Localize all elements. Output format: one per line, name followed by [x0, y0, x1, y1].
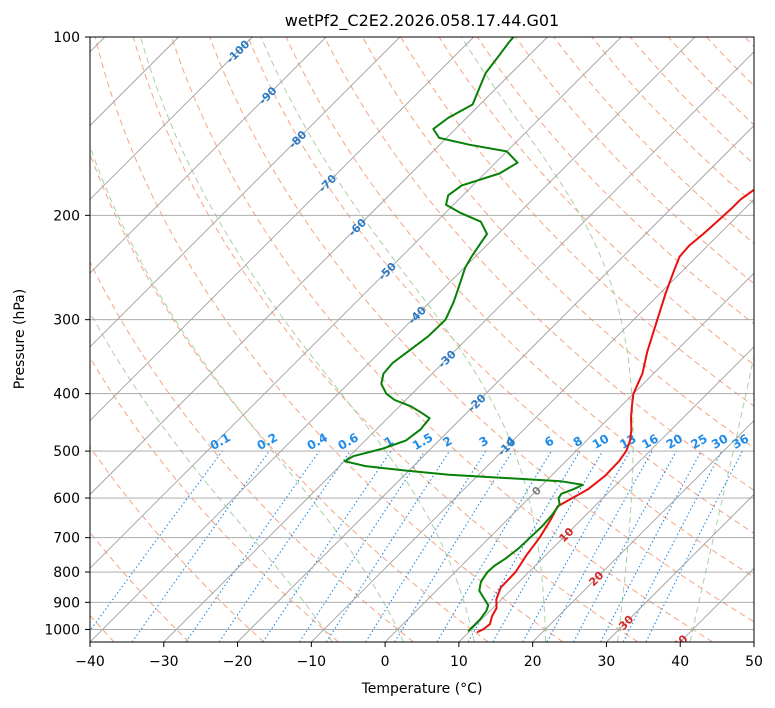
- y-tick-label: 100: [53, 30, 80, 46]
- dry-adiabat-line: [94, 37, 564, 642]
- x-tick-label: −40: [75, 654, 105, 670]
- dry-adiabat-line: [171, 37, 713, 642]
- temperature-series-line: [476, 188, 754, 633]
- y-axis-ticks: 1000 900 800 700 600 500 400 300 200 100: [44, 30, 90, 638]
- moist-adiabat-line: [140, 37, 475, 642]
- isotherm-line: [606, 493, 754, 642]
- plot-area: 0.1 0.2 0.4 0.6 1 1.5 2 3 4 6 8 10 13 16 20 25 30 36 -100…: [90, 37, 754, 652]
- y-tick-label: 900: [53, 595, 80, 611]
- x-tick-label: 50: [745, 654, 763, 670]
- dry-adiabat-line: [90, 356, 339, 642]
- moist-adiabat-line: [90, 144, 404, 642]
- isotherm-line: [237, 124, 754, 642]
- pressure-gridlines: [90, 37, 754, 630]
- x-tick-label: −20: [223, 654, 253, 670]
- dry-adiabat-line: [90, 446, 265, 642]
- isotherm-line: [384, 272, 754, 642]
- dry-adiabat-line: [476, 37, 754, 325]
- y-axis-label: Pressure (hPa): [12, 289, 28, 389]
- plot-frame: [89, 36, 755, 643]
- isotherm-line: [90, 37, 696, 642]
- sounding-series: [343, 37, 754, 633]
- moist-adiabats: [90, 37, 754, 642]
- dry-adiabat-line: [132, 37, 639, 642]
- isotherm-label: 40: [671, 632, 691, 652]
- x-axis-label: Temperature (°C): [361, 681, 483, 697]
- x-tick-label: −10: [297, 654, 327, 670]
- dry-adiabat-line: [247, 37, 754, 578]
- mixing-ratio-line: [299, 450, 426, 642]
- y-tick-label: 1000: [44, 622, 80, 638]
- dry-adiabat-line: [438, 37, 754, 366]
- dry-adiabat-line: [323, 37, 754, 491]
- mixing-ratio-line: [218, 450, 351, 642]
- mixing-ratio-line: [90, 450, 223, 632]
- isotherm-line: [311, 198, 754, 642]
- x-tick-label: −30: [149, 654, 179, 670]
- mixing-ratio-line: [394, 450, 513, 642]
- chart-title: wetPf2_C2E2.2026.058.17.44.G01: [285, 11, 559, 31]
- x-tick-label: 0: [381, 654, 390, 670]
- dry-adiabat-line: [515, 37, 754, 285]
- x-tick-label: 20: [524, 654, 542, 670]
- mixing-ratio-line: [262, 450, 392, 642]
- moist-adiabat-line: [260, 37, 547, 642]
- y-tick-label: 300: [53, 313, 80, 329]
- x-tick-label: 40: [671, 654, 689, 670]
- dewpoint-series-line: [343, 37, 584, 632]
- y-tick-label: 600: [53, 491, 80, 507]
- mixing-ratio-line: [522, 450, 631, 642]
- dry-adiabat-line: [285, 37, 754, 534]
- moist-adiabat-line: [460, 37, 634, 642]
- dry-adiabat-line: [209, 37, 754, 623]
- y-tick-label: 200: [53, 208, 80, 224]
- dry-adiabats: [90, 37, 754, 642]
- mixing-ratio-line: [546, 450, 653, 642]
- mixing-ratio-line: [185, 450, 320, 642]
- isotherm-line: [90, 37, 401, 348]
- y-tick-label: 700: [53, 531, 80, 547]
- isotherm-line: [90, 37, 548, 496]
- y-tick-label: 800: [53, 565, 80, 581]
- moist-adiabat-line: [689, 353, 754, 642]
- mixing-ratio-lines: [90, 450, 743, 642]
- isotherm-line: [532, 420, 754, 642]
- moist-adiabat-line: [90, 311, 333, 642]
- isotherm-line: [90, 37, 253, 200]
- isotherm-line: [163, 51, 754, 642]
- x-tick-label: 30: [598, 654, 616, 670]
- isotherm-line: [90, 37, 474, 422]
- mixing-ratio-line: [325, 450, 450, 642]
- y-tick-label: 400: [53, 387, 80, 403]
- y-tick-label: 500: [53, 444, 80, 460]
- dry-adiabat-line: [90, 260, 414, 642]
- x-axis-ticks: −40 −30 −20 −10 0 10 20 30 40 50: [75, 642, 763, 670]
- mixing-ratio-line: [645, 450, 743, 642]
- mixing-ratio-line: [131, 450, 270, 642]
- isotherm-line: [90, 37, 327, 274]
- isotherm-line: [90, 37, 622, 569]
- x-tick-label: 10: [450, 654, 468, 670]
- isotherms: [90, 37, 754, 642]
- mixing-ratio-line: [573, 450, 677, 642]
- isotherm-line: [458, 346, 754, 642]
